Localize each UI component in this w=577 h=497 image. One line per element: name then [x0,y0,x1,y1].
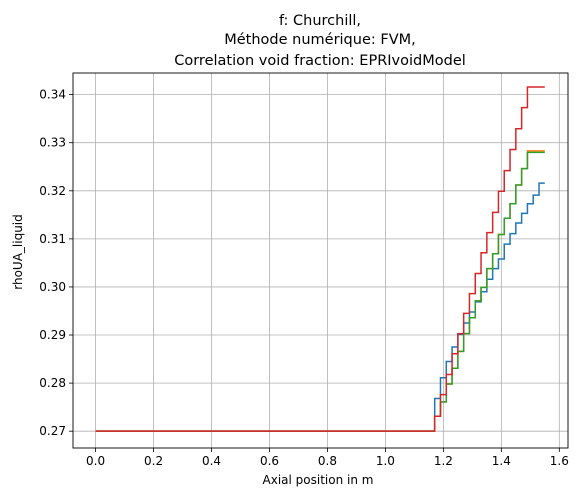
x-tick-label: 0.2 [144,454,163,468]
y-tick-label: 0.32 [39,184,66,198]
y-tick-label: 0.30 [39,280,66,294]
chart-title-line-3: Correlation void fraction: EPRIvoidModel [174,53,466,69]
y-axis-label: rhoUA_liquid [11,214,25,290]
x-tick-label: 1.2 [434,454,453,468]
y-axis-ticks: 0.27 0.28 0.29 0.30 0.31 0.32 0.33 0.34 [39,88,73,438]
y-tick-label: 0.28 [39,376,66,390]
y-tick-label: 0.33 [39,136,66,150]
y-tick-label: 0.27 [39,424,66,438]
y-tick-label: 0.31 [39,232,66,246]
x-tick-label: 1.0 [376,454,395,468]
x-tick-label: 1.6 [550,454,569,468]
plot-series [95,86,545,432]
x-axis-label: Axial position in m [263,473,374,487]
chart-title-line-2: Méthode numérique: FVM, [224,32,416,48]
x-tick-label: 0.0 [86,454,105,468]
y-tick-label: 0.29 [39,328,66,342]
chart-title-line-1: f: Churchill, [279,13,361,29]
x-tick-label: 1.4 [492,454,511,468]
y-tick-label: 0.34 [39,88,66,102]
series-line-3 [95,151,545,432]
x-tick-label: 0.8 [318,454,337,468]
x-tick-label: 0.6 [260,454,279,468]
x-axis-ticks: 0.0 0.2 0.4 0.6 0.8 1.0 1.2 1.4 1.6 [86,448,569,468]
x-tick-label: 0.4 [202,454,221,468]
series-line-4 [95,86,545,432]
plot-frame [72,72,569,449]
